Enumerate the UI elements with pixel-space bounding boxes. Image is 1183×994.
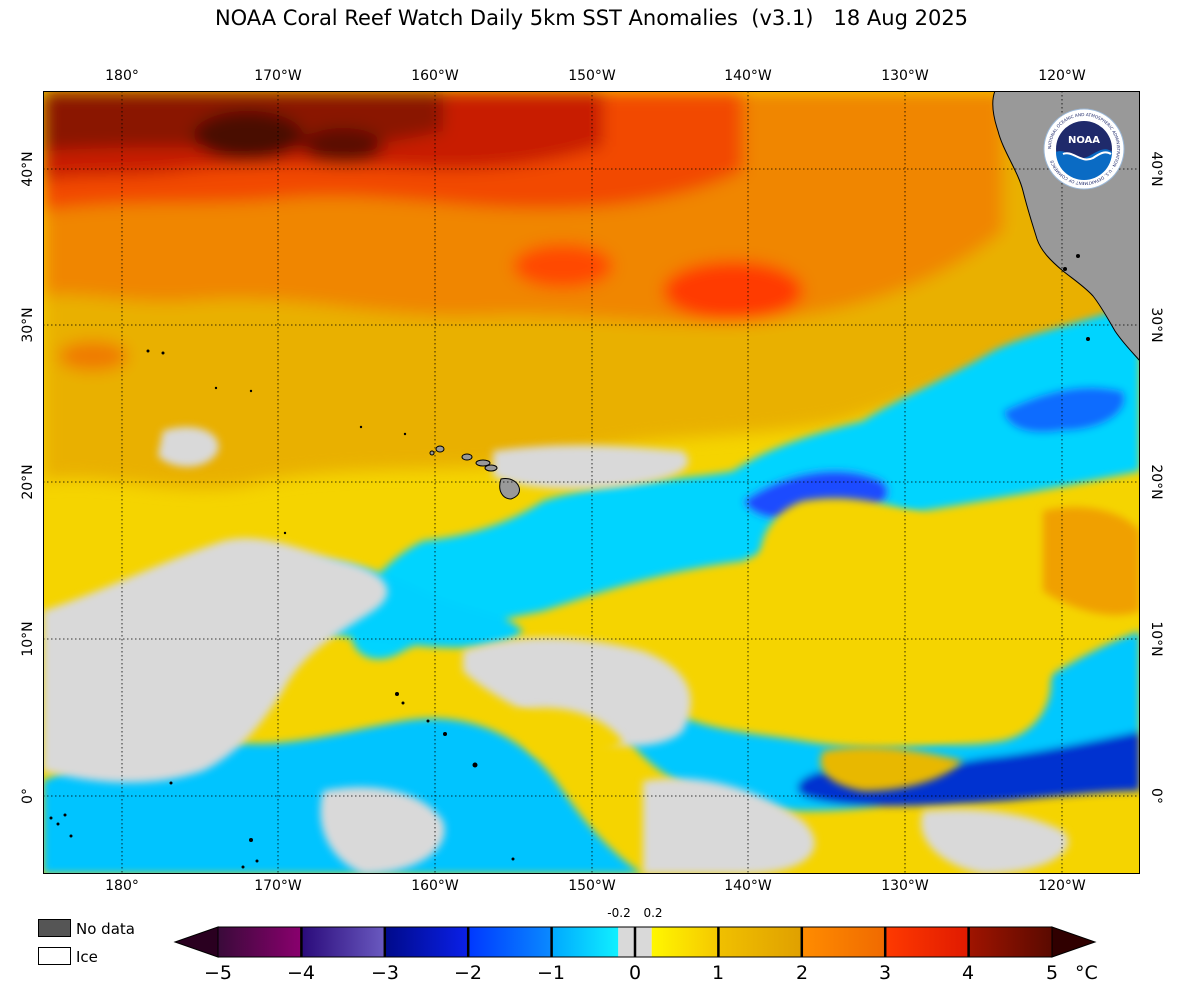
colorbar-unit: °C: [1075, 962, 1098, 984]
colorbar-label-4: 4: [961, 962, 975, 984]
neutral-anomaly-field: [43, 427, 1069, 874]
lat-tick-right-10n: 10°N: [1148, 621, 1164, 657]
colorbar-label--4: −4: [286, 962, 316, 984]
lon-tick-bottom-4: 150°W: [568, 878, 616, 894]
colorbar-label--3: −3: [370, 962, 400, 984]
sst-anomaly-map[interactable]: [43, 91, 1140, 874]
lon-tick-top-6: 130°W: [881, 68, 929, 84]
no-data-swatch: [38, 919, 71, 937]
colorbar: [173, 926, 1097, 958]
hawaiian-islands: [429, 445, 520, 500]
noaa-logo: NOAA NATIONAL OCEANIC AND ATMOSPHERIC AD…: [1043, 108, 1125, 194]
colorbar-plus-0.2-label: 0.2: [643, 906, 663, 920]
ice-label: Ice: [76, 948, 98, 966]
colorbar-label--5: −5: [203, 962, 233, 984]
sst-anomaly-map-svg: [43, 91, 1140, 874]
colorbar-label--1: −1: [536, 962, 566, 984]
island-hawaii: [499, 478, 520, 500]
lon-tick-bottom-3: 160°W: [411, 878, 459, 894]
lon-tick-top-7: 120°W: [1038, 68, 1086, 84]
lat-tick-right-40n: 40°N: [1148, 151, 1164, 187]
lat-tick-left-40n: 40°N: [20, 151, 36, 187]
ice-swatch: [38, 947, 71, 965]
graticule: [43, 91, 1140, 874]
noaa-logo-text: NOAA: [1068, 135, 1100, 146]
lon-tick-bottom-5: 140°W: [724, 878, 772, 894]
lon-tick-top-3: 160°W: [411, 68, 459, 84]
colorbar-label-2: 2: [795, 962, 809, 984]
colorbar-label-1: 1: [711, 962, 725, 984]
map-frame: [43, 91, 1140, 874]
lat-tick-left-30n: 30°N: [20, 307, 36, 343]
small-islands: [49, 254, 1090, 869]
lon-tick-top-2: 170°W: [254, 68, 302, 84]
lat-tick-right-0: 0°: [1148, 788, 1164, 804]
no-data-label: No data: [76, 920, 135, 938]
warm-anomaly-field: [43, 91, 1140, 489]
noaa-emblem-icon: NOAA NATIONAL OCEANIC AND ATMOSPHERIC AD…: [1043, 108, 1125, 190]
colorbar-label-3: 3: [878, 962, 892, 984]
map-title: NOAA Coral Reef Watch Daily 5km SST Anom…: [214, 6, 969, 30]
colorbar-minus-0.2-label: -0.2: [607, 906, 631, 920]
lon-tick-bottom-2: 170°W: [254, 878, 302, 894]
lat-tick-left-0: 0°: [20, 788, 36, 804]
lon-tick-bottom-6: 130°W: [881, 878, 929, 894]
lon-tick-top-1: 180°: [105, 68, 139, 84]
colorbar-label--2: −2: [453, 962, 483, 984]
colorbar-label-5: 5: [1045, 962, 1059, 984]
lat-tick-right-30n: 30°N: [1148, 307, 1164, 343]
warm-patches: [513, 498, 1140, 791]
lon-tick-bottom-7: 120°W: [1038, 878, 1086, 894]
lat-tick-right-20n: 20°N: [1148, 464, 1164, 500]
lon-tick-top-5: 140°W: [724, 68, 772, 84]
lat-tick-left-10n: 10°N: [20, 621, 36, 657]
lon-tick-bottom-1: 180°: [105, 878, 139, 894]
lon-tick-top-4: 150°W: [568, 68, 616, 84]
lat-tick-left-20n: 20°N: [20, 464, 36, 500]
colorbar-label-0: 0: [628, 962, 642, 984]
